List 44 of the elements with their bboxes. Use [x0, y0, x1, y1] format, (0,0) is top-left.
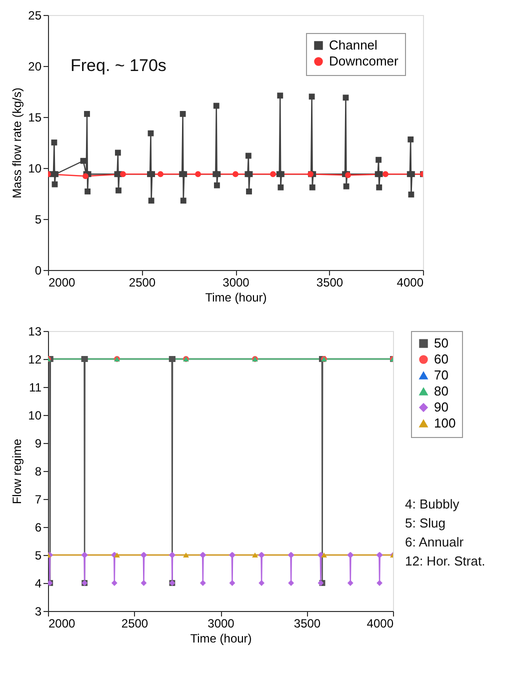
y-tick-label: 20 — [28, 60, 42, 74]
x-tick-label: 2000 — [48, 276, 76, 290]
x-tick-label: 3500 — [294, 616, 321, 630]
y-tick-label: 6 — [34, 520, 42, 534]
text: 4: Bubbly — [405, 496, 460, 512]
x-tick-label: 2000 — [48, 616, 76, 630]
x-tick-label: 3000 — [222, 276, 250, 290]
x-tick-label: 4000 — [366, 616, 394, 630]
legend-label: 60 — [434, 352, 448, 366]
y-tick-label: 5 — [34, 548, 42, 562]
y-tick-label: 9 — [34, 436, 42, 450]
legend-label: 80 — [434, 384, 448, 398]
y-tick-label: 25 — [28, 8, 42, 22]
y-axis-title: Mass flow rate (kg/s) — [10, 88, 24, 198]
text: 6: Annualr — [405, 534, 464, 550]
y-axis-title: Flow regime — [10, 438, 24, 504]
legend-label: Downcomer — [329, 54, 400, 68]
y-tick-label: 11 — [29, 380, 42, 394]
x-tick-label: 3000 — [208, 616, 235, 630]
y-tick-label: 8 — [34, 464, 42, 478]
y-tick-label: 7 — [34, 492, 42, 506]
text: 5: Slug — [405, 516, 446, 531]
y-tick-label: 0 — [34, 264, 42, 278]
x-tick-label: 3500 — [316, 276, 344, 290]
text: 12: Hor. Strat. — [405, 554, 486, 569]
y-tick-label: 4 — [34, 576, 42, 590]
legend-label: 70 — [434, 368, 448, 382]
y-tick-label: 5 — [34, 212, 42, 226]
x-tick-label: 2500 — [128, 276, 156, 290]
x-tick-label: 2500 — [121, 616, 148, 630]
legend-label: 100 — [434, 416, 456, 430]
y-tick-label: 13 — [28, 324, 42, 338]
y-tick-label: 3 — [34, 604, 42, 618]
legend-label: Channel — [329, 38, 378, 52]
y-tick-label: 10 — [28, 162, 42, 176]
y-tick-label: 10 — [28, 408, 42, 422]
legend-label: 90 — [434, 400, 448, 414]
x-axis-title: Time (hour) — [205, 290, 267, 304]
x-axis-title: Time (hour) — [190, 632, 252, 646]
legend-label: 50 — [434, 336, 448, 350]
x-tick-label: 4000 — [396, 276, 424, 290]
y-tick-label: 15 — [28, 110, 42, 124]
y-tick-label: 12 — [28, 352, 42, 366]
annotation: Freq. ~ 170s — [70, 56, 166, 75]
